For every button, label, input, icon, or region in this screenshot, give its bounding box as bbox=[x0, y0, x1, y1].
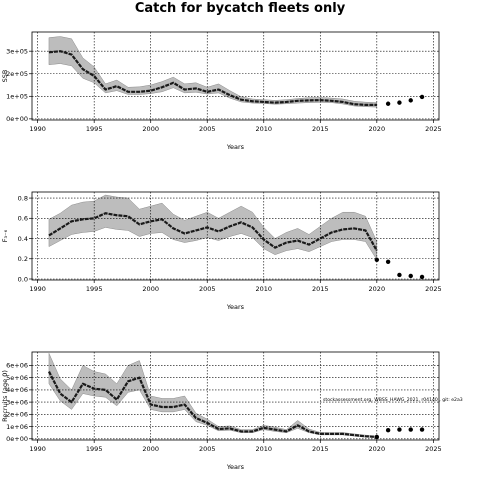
middle-forecast-point bbox=[408, 273, 413, 279]
bottom-xtick-label: 1995 bbox=[86, 445, 103, 453]
top-forecast-point bbox=[408, 98, 413, 103]
middle-xaxis-label: Years bbox=[226, 303, 245, 311]
top-estimate-line bbox=[48, 50, 377, 106]
top-xtick-label: 2020 bbox=[369, 125, 386, 133]
middle-forecast-point bbox=[374, 257, 380, 262]
bottom-xtick-label: 2005 bbox=[199, 445, 216, 453]
middle-xtick-label: 2020 bbox=[369, 285, 386, 293]
middle-ytick-label: 0.8 bbox=[18, 194, 28, 202]
middle-xtick-label: 2005 bbox=[199, 285, 216, 293]
top-forecast-point bbox=[397, 100, 402, 105]
middle-ytick-label: 0.0 bbox=[18, 275, 28, 283]
bottom-ytick-label: 3e+06 bbox=[6, 398, 28, 406]
bottom-ytick-label: 0e+00 bbox=[6, 435, 28, 443]
middle-axes-frame bbox=[31, 191, 440, 281]
top-xtick-label: 1990 bbox=[29, 125, 46, 133]
bottom-xaxis-label: Years bbox=[226, 463, 245, 471]
middle-xtick-label: 1995 bbox=[86, 285, 103, 293]
bottom-xtick-label: 1990 bbox=[29, 445, 46, 453]
top-xtick-label: 2000 bbox=[142, 125, 159, 133]
bottom-forecast-point bbox=[397, 427, 402, 432]
middle-ytick-label: 0.4 bbox=[18, 235, 28, 243]
bottom-forecast-point bbox=[408, 427, 413, 432]
middle-estimate-line bbox=[48, 212, 378, 252]
top-xtick-label: 2005 bbox=[199, 125, 216, 133]
top-ytick-label: 0e+00 bbox=[6, 115, 28, 123]
middle-forecast-point bbox=[385, 259, 391, 264]
bottom-estimate-line bbox=[47, 371, 377, 439]
top-xtick-label: 2015 bbox=[312, 125, 329, 133]
bottom-ytick-label: 5e+06 bbox=[6, 374, 28, 382]
middle-forecast-point bbox=[397, 272, 402, 278]
bottom-axes-frame bbox=[31, 351, 440, 441]
top-panel: 1990 1995 2000 2005 2010 2015 2020 2025 0e+00 1e+… bbox=[1, 31, 442, 151]
bottom-annotation: stockassessment.org, WBSS_HAWG_2021, r04… bbox=[323, 397, 463, 403]
bottom-xtick-label: 2000 bbox=[142, 445, 159, 453]
panels: 1990 1995 2000 2005 2010 2015 2020 2025 0e+00 1e+… bbox=[1, 31, 463, 471]
bottom-xtick-label: 2010 bbox=[255, 445, 272, 453]
bottom-forecast-point bbox=[385, 428, 391, 433]
top-xtick-label: 2025 bbox=[425, 125, 442, 133]
top-forecast-point bbox=[419, 94, 425, 100]
top-yaxis-label: SSB bbox=[1, 70, 9, 83]
top-ytick-label: 1e+05 bbox=[6, 93, 28, 101]
bottom-xtick-label: 2020 bbox=[369, 445, 386, 453]
bottom-forecast-point bbox=[374, 434, 380, 440]
top-ytick-label: 3e+05 bbox=[6, 47, 28, 55]
bottom-ytick-label: 6e+06 bbox=[6, 362, 28, 370]
bottom-xtick-label: 2015 bbox=[312, 445, 329, 453]
middle-yaxis-label: F₃₋₆ bbox=[1, 229, 9, 242]
middle-xtick-label: 2010 bbox=[255, 285, 272, 293]
top-axes-frame bbox=[31, 31, 440, 121]
bottom-yaxis-label: Recruits (age 0) bbox=[1, 370, 9, 422]
bottom-panel: 1990 1995 2000 2005 2010 2015 2020 2025 0e+00 1e+… bbox=[1, 351, 463, 471]
top-xtick-label: 1995 bbox=[86, 125, 103, 133]
figure-title: Catch for bycatch fleets only bbox=[135, 1, 346, 16]
middle-ytick-label: 0.6 bbox=[18, 215, 28, 223]
middle-forecast-point bbox=[419, 274, 425, 280]
middle-xtick-label: 2000 bbox=[142, 285, 159, 293]
top-xtick-label: 2010 bbox=[255, 125, 272, 133]
middle-panel: 1990 1995 2000 2005 2010 2015 2020 2025 0.0 0.2 0.… bbox=[1, 191, 442, 311]
bottom-ytick-label: 4e+06 bbox=[6, 386, 28, 394]
top-forecast-point bbox=[385, 101, 391, 106]
bottom-forecast-point bbox=[419, 427, 425, 432]
middle-ytick-label: 0.2 bbox=[18, 255, 28, 263]
top-ytick-label: 2e+05 bbox=[6, 70, 28, 78]
bottom-xtick-label: 2025 bbox=[425, 445, 442, 453]
top-xaxis-label: Years bbox=[226, 143, 245, 151]
bottom-ytick-label: 2e+06 bbox=[6, 411, 28, 419]
middle-xtick-label: 2015 bbox=[312, 285, 329, 293]
middle-xtick-label: 2025 bbox=[425, 285, 442, 293]
bottom-ytick-label: 1e+06 bbox=[6, 423, 28, 431]
middle-xtick-label: 1990 bbox=[29, 285, 46, 293]
